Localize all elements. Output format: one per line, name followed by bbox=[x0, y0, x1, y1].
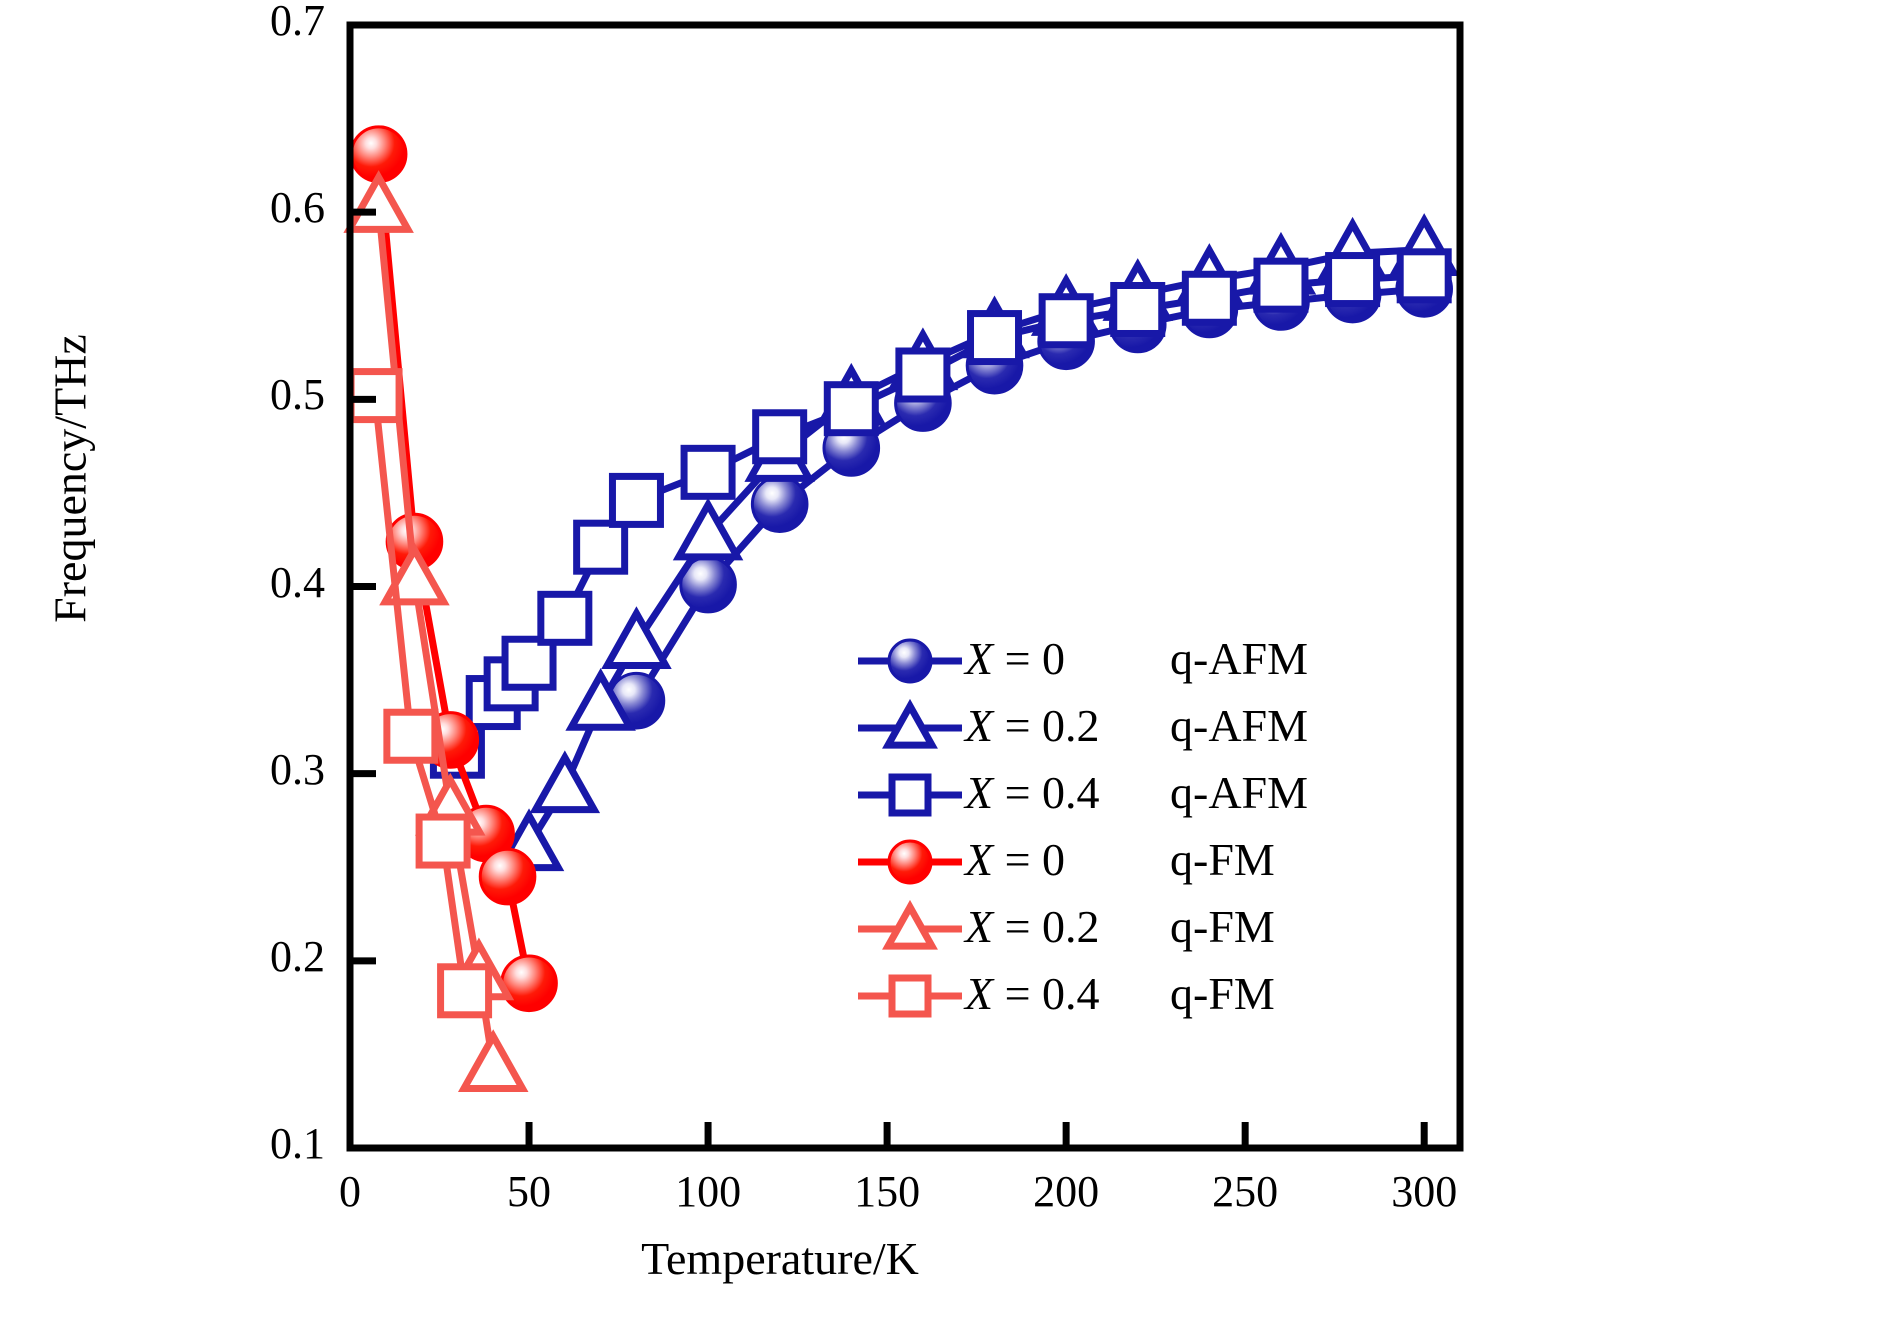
y-tick-label: 0.5 bbox=[270, 370, 325, 420]
legend-mode: q-FM bbox=[1170, 834, 1275, 885]
legend-composition: X = 0.4 bbox=[965, 767, 1100, 818]
legend-mode: q-AFM bbox=[1170, 700, 1309, 751]
legend-composition: X = 0 bbox=[965, 633, 1066, 684]
y-tick-label: 0.6 bbox=[270, 183, 325, 233]
axis-frame bbox=[346, 21, 1464, 1152]
legend-marker-square-icon bbox=[855, 763, 965, 823]
legend-label-3: X = 0 q-FM bbox=[965, 833, 1275, 886]
y-tick-label: 0.7 bbox=[270, 0, 325, 45]
legend-item-2[interactable]: X = 0.4 q-AFM bbox=[855, 759, 1415, 826]
legend-composition: X = 0.4 bbox=[965, 968, 1100, 1019]
legend-item-4[interactable]: X = 0.2 q-FM bbox=[855, 893, 1415, 960]
legend-item-5[interactable]: X = 0.4 q-FM bbox=[855, 960, 1415, 1027]
series-square-1818a8 bbox=[429, 248, 1452, 779]
legend-marker-circle-icon bbox=[855, 629, 965, 689]
legend-label-4: X = 0.2 q-FM bbox=[965, 900, 1275, 953]
x-axis-title: Temperature/K bbox=[641, 1233, 919, 1284]
legend-marker-circle-icon bbox=[855, 830, 965, 890]
legend-item-0[interactable]: X = 0 q-AFM bbox=[855, 625, 1415, 692]
chart-legend: X = 0 q-AFM X = 0.2 q-AFM X = 0.4 q-AFM X = 0 q… bbox=[855, 625, 1415, 1027]
legend-mode: q-AFM bbox=[1170, 767, 1309, 818]
series-triangle-f4564e bbox=[343, 170, 529, 1092]
legend-composition: X = 0 bbox=[965, 834, 1066, 885]
legend-label-5: X = 0.4 q-FM bbox=[965, 967, 1275, 1020]
y-axis-title: Frequency/THz bbox=[44, 334, 96, 623]
legend-item-1[interactable]: X = 0.2 q-AFM bbox=[855, 692, 1415, 759]
y-tick-label: 0.3 bbox=[270, 744, 325, 794]
legend-mode: q-AFM bbox=[1170, 633, 1309, 684]
legend-composition: X = 0.2 bbox=[965, 901, 1100, 952]
legend-mode: q-FM bbox=[1170, 968, 1275, 1019]
legend-item-3[interactable]: X = 0 q-FM bbox=[855, 826, 1415, 893]
x-tick-label: 150 bbox=[854, 1167, 921, 1216]
series-square-f4564e bbox=[347, 368, 493, 1019]
legend-mode: q-FM bbox=[1170, 901, 1275, 952]
x-tick-label: 50 bbox=[507, 1167, 552, 1216]
legend-marker-triangle-icon bbox=[855, 897, 965, 957]
x-tick-label: 200 bbox=[1033, 1167, 1100, 1216]
legend-label-2: X = 0.4 q-AFM bbox=[965, 766, 1308, 819]
x-tick-label: 250 bbox=[1212, 1167, 1279, 1216]
x-tick-label: 100 bbox=[675, 1167, 742, 1216]
y-tick-label: 0.1 bbox=[270, 1119, 325, 1168]
chart-figure: Frequency/THz Temperature/K 0.7 0.6 0.5 0.4… bbox=[44, 0, 1464, 1284]
legend-composition: X = 0.2 bbox=[965, 700, 1100, 751]
plot-canvas bbox=[343, 21, 1464, 1152]
legend-label-0: X = 0 q-AFM bbox=[965, 632, 1308, 685]
y-tick-label: 0.2 bbox=[270, 931, 325, 981]
x-tick-label: 0 bbox=[339, 1167, 361, 1216]
legend-marker-triangle-icon bbox=[855, 696, 965, 756]
legend-marker-square-icon bbox=[855, 964, 965, 1024]
y-tick-label: 0.4 bbox=[270, 557, 325, 607]
series-layer bbox=[343, 125, 1460, 1092]
x-tick-label: 300 bbox=[1391, 1167, 1458, 1216]
legend-label-1: X = 0.2 q-AFM bbox=[965, 699, 1308, 752]
